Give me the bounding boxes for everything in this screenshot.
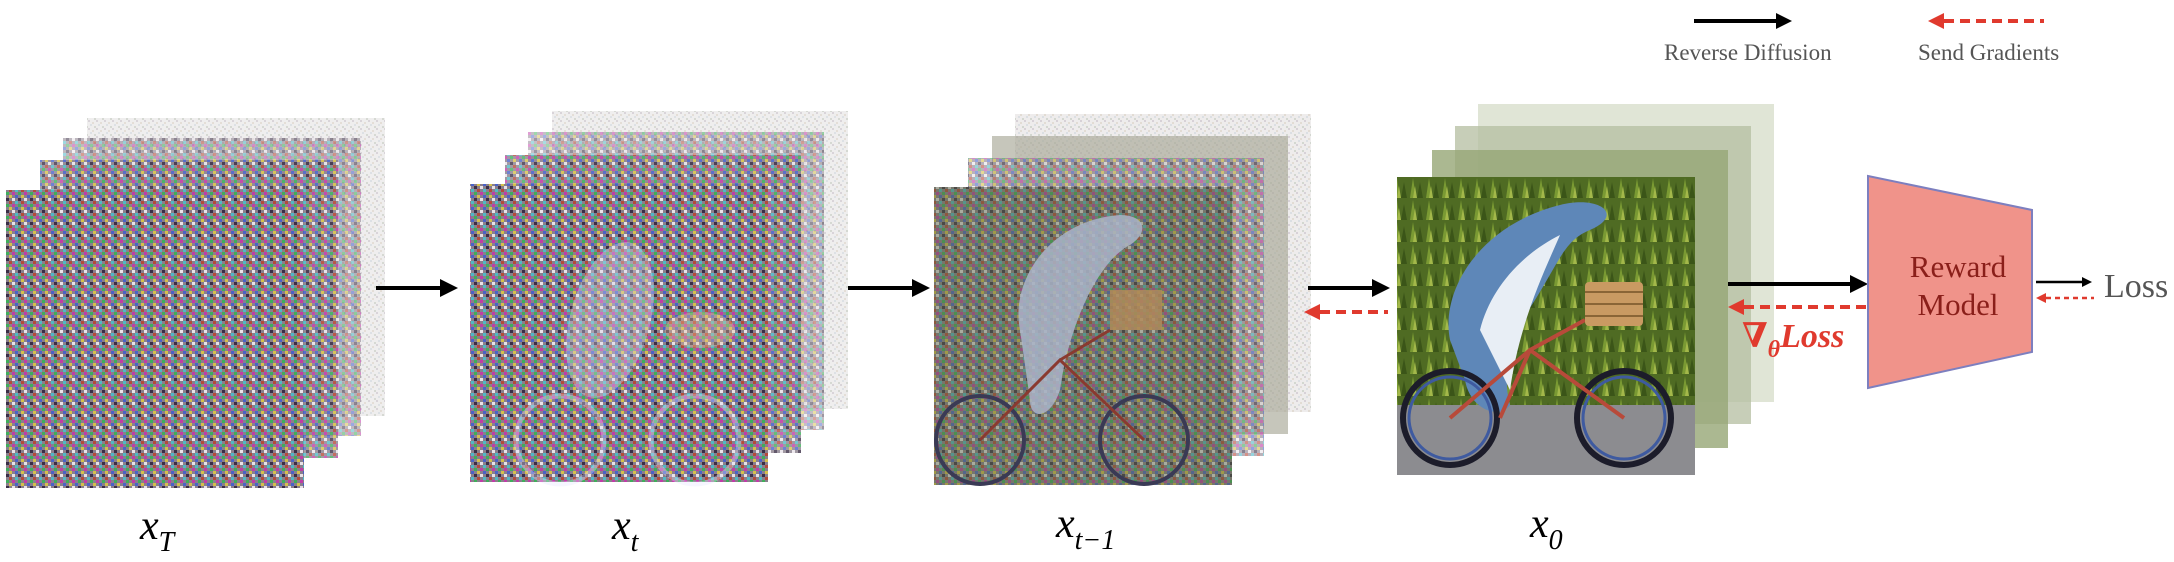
stack-x-t (470, 111, 848, 487)
legend-reverse-diffusion (1694, 13, 1792, 29)
reverse-diffusion-arrow-2 (848, 279, 930, 297)
loss-arrow (2036, 277, 2092, 287)
stack-x-0 (1397, 104, 1774, 475)
dashed-arrow-head-icon (1928, 13, 1944, 29)
gradient-loss-label: ∇θLoss (1742, 318, 1845, 363)
stack-x-t-minus-1 (934, 114, 1311, 486)
label-x-T: xT (140, 503, 175, 558)
faint-shark-silhouette (513, 242, 742, 487)
shark-on-bike-sketch (934, 215, 1190, 486)
label-x-t-minus-1: xt−1 (1056, 501, 1116, 556)
label-x-t: xt (612, 503, 639, 558)
reverse-diffusion-arrow-1 (376, 279, 458, 297)
legend-send-gradients-label: Send Gradients (1918, 40, 2060, 65)
noise-frame-front (6, 190, 304, 488)
reverse-diffusion-arrow-3 (1308, 279, 1390, 297)
legend-send-gradients (1928, 13, 2044, 29)
gradient-arrow-2 (1728, 299, 1868, 315)
gradient-arrow-1 (1304, 304, 1388, 320)
shark-riding-bicycle (1400, 202, 1674, 468)
reward-model-label: Reward Model (1909, 249, 2007, 322)
legend-reverse-diffusion-label: Reverse Diffusion (1664, 40, 1832, 65)
reward-model-block (1867, 174, 2033, 390)
loss-gradient-arrow (2036, 293, 2094, 303)
label-x-0: x0 (1530, 501, 1563, 556)
reverse-diffusion-arrow-4 (1728, 275, 1868, 293)
stack-x-T (6, 118, 385, 488)
loss-label: Loss (2104, 268, 2169, 305)
noisy-image-front (470, 184, 768, 482)
arrow-head-icon (1776, 13, 1792, 29)
